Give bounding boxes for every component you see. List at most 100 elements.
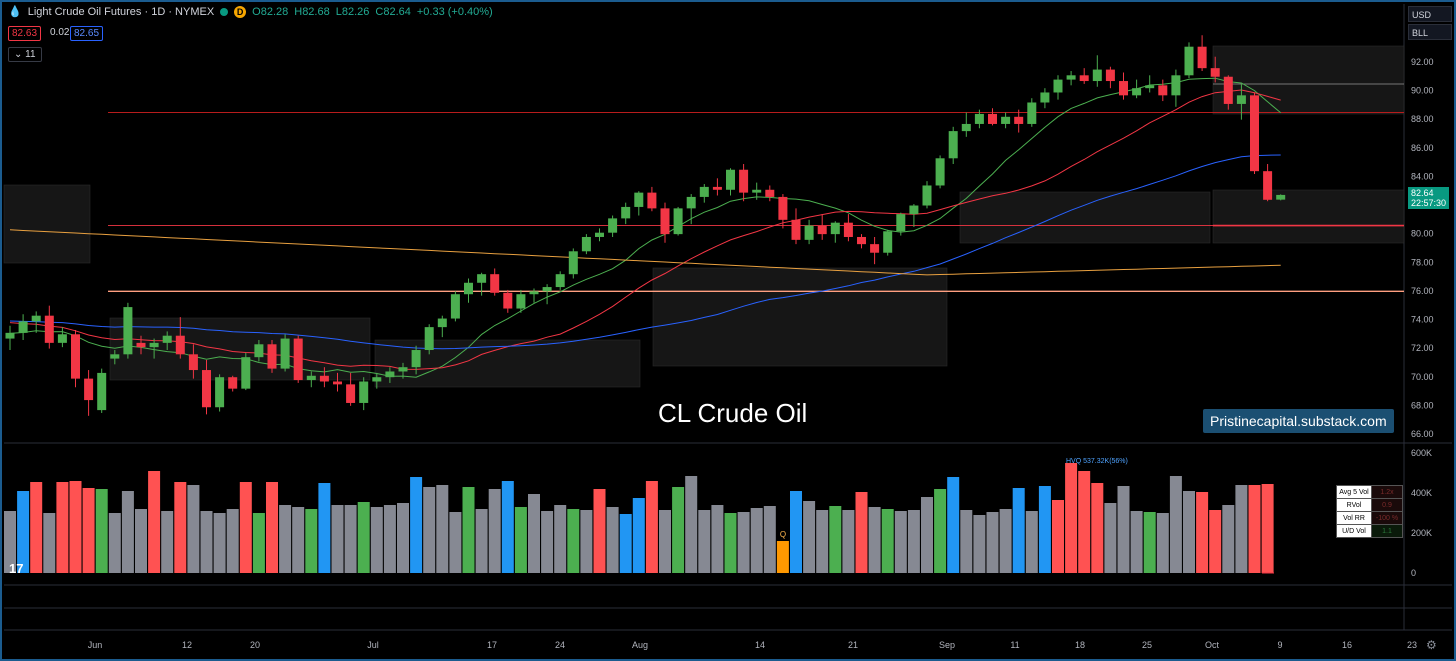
volume-bar bbox=[790, 491, 802, 573]
candle-body bbox=[1236, 95, 1246, 104]
volume-bar bbox=[82, 488, 95, 573]
candle-body bbox=[791, 219, 801, 240]
candle-body bbox=[1276, 194, 1286, 200]
market-status-icon bbox=[220, 7, 229, 16]
volume-bar bbox=[69, 481, 82, 573]
candle-body bbox=[1158, 85, 1168, 96]
candle-body bbox=[817, 225, 827, 235]
candle-body bbox=[804, 225, 814, 240]
candle-body bbox=[385, 371, 395, 378]
time-tick-label: 25 bbox=[1142, 640, 1152, 650]
settings-gear-icon[interactable]: ⚙ bbox=[1426, 638, 1437, 652]
stats-row: RVol 0.9 bbox=[1336, 498, 1403, 512]
volume-bar bbox=[960, 510, 973, 573]
candle-body bbox=[71, 334, 80, 379]
candle-body bbox=[84, 378, 94, 401]
candle-body bbox=[306, 375, 316, 381]
volume-bar bbox=[554, 505, 567, 573]
volume-bar bbox=[541, 511, 554, 573]
candle-body bbox=[97, 372, 107, 411]
delayed-badge: D bbox=[234, 5, 247, 18]
volume-bar bbox=[305, 509, 318, 573]
volume-stats-table: Avg 5 Vol 1.2x RVol 0.9 Vol RR -100 % U/D V… bbox=[1336, 485, 1403, 538]
price-tick-label: 90.00 bbox=[1411, 86, 1434, 96]
candle-body bbox=[241, 357, 251, 389]
volume-bar bbox=[135, 509, 147, 573]
ask-price[interactable]: 82.65 bbox=[70, 26, 104, 41]
volume-bar bbox=[528, 494, 540, 573]
candle-body bbox=[935, 158, 945, 186]
price-tick-label: 78.00 bbox=[1411, 257, 1434, 267]
volume-bar bbox=[95, 489, 108, 573]
time-tick-label: Sep bbox=[939, 640, 955, 650]
symbol-title[interactable]: Light Crude Oil Futures · 1D · NYMEX bbox=[27, 5, 215, 18]
candle-body bbox=[1066, 75, 1076, 80]
volume-bar bbox=[370, 507, 383, 573]
volume-bar bbox=[580, 510, 593, 573]
bid-price[interactable]: 82.63 bbox=[8, 26, 42, 41]
candle-body bbox=[1250, 95, 1259, 172]
candle-body bbox=[477, 274, 487, 283]
volume-bar bbox=[514, 507, 527, 573]
unit-select[interactable]: BLL bbox=[1408, 24, 1452, 40]
supply-demand-zone bbox=[959, 191, 1211, 244]
ma10-line bbox=[9, 77, 1282, 378]
volume-bar bbox=[672, 487, 685, 573]
last-price-value: 82.64 bbox=[1411, 188, 1434, 198]
candle-body bbox=[333, 381, 342, 385]
candle-body bbox=[948, 131, 958, 159]
candle-body bbox=[765, 189, 775, 197]
candle-body bbox=[44, 315, 54, 343]
volume-tick-label: 600K bbox=[1411, 448, 1432, 458]
volume-bar bbox=[56, 482, 69, 573]
volume-bar bbox=[174, 482, 187, 573]
hvq-label: HVQ 537.32K(56%) bbox=[1066, 458, 1128, 465]
price-tick-label: 92.00 bbox=[1411, 57, 1434, 67]
volume-bar bbox=[1052, 500, 1064, 573]
currency-select[interactable]: USD bbox=[1408, 6, 1452, 22]
candle-body bbox=[1001, 116, 1011, 124]
time-tick-label: Jun bbox=[88, 640, 103, 650]
volume-bar bbox=[397, 503, 409, 573]
candle-body bbox=[726, 169, 735, 190]
volume-bar bbox=[593, 489, 606, 573]
time-tick-label: 18 bbox=[1075, 640, 1085, 650]
candle-body bbox=[424, 327, 434, 351]
volume-bar bbox=[1183, 491, 1195, 573]
volume-bar bbox=[1025, 511, 1038, 573]
volume-bar bbox=[501, 481, 514, 573]
volume-bar bbox=[921, 497, 933, 573]
volume-bar bbox=[724, 513, 737, 573]
chart-watermark: CL Crude Oil bbox=[658, 398, 808, 428]
volume-bar bbox=[711, 505, 724, 573]
candle-body bbox=[228, 377, 238, 389]
candle-body bbox=[621, 206, 631, 219]
supply-demand-zone bbox=[1212, 189, 1405, 244]
volume-bar bbox=[1261, 484, 1274, 573]
volume-bar bbox=[1012, 488, 1025, 573]
candle-body bbox=[359, 381, 369, 403]
candle-body bbox=[149, 342, 159, 348]
volume-bar bbox=[226, 509, 239, 573]
time-tick-label: 24 bbox=[555, 640, 565, 650]
ohlc-low: L82.26 bbox=[335, 5, 370, 18]
volume-bar bbox=[410, 477, 423, 573]
candle-body bbox=[162, 335, 172, 343]
candle-body bbox=[5, 332, 15, 339]
candle-body bbox=[542, 287, 552, 292]
indicator-collapse-button[interactable]: ⌄ 11 bbox=[8, 47, 42, 62]
candle-body bbox=[752, 189, 762, 193]
volume-bar bbox=[1117, 486, 1130, 573]
candle-body bbox=[254, 344, 264, 358]
candle-body bbox=[634, 192, 644, 207]
volume-bar bbox=[121, 491, 134, 573]
candle-body bbox=[110, 354, 120, 359]
volume-bar bbox=[200, 511, 213, 573]
volume-bar bbox=[331, 505, 344, 573]
volume-bar bbox=[4, 511, 16, 573]
supply-demand-zone bbox=[3, 184, 91, 264]
volume-bar bbox=[148, 471, 161, 573]
candle-body bbox=[1040, 92, 1050, 103]
